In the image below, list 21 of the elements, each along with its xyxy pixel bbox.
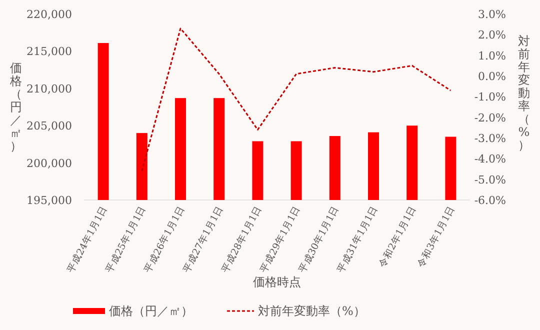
y2-tick-label: 1.0%	[478, 49, 506, 62]
y-tick-label: 220,000	[26, 8, 72, 21]
legend-label: 対前年変動率（%）	[258, 304, 366, 318]
y-tick-label: 205,000	[26, 120, 72, 133]
y-tick-label: 210,000	[26, 82, 72, 96]
y2-tick-label: -5.0%	[474, 173, 506, 186]
y-tick-label: 195,000	[26, 194, 72, 207]
x-axis-title: 価格時点	[253, 275, 301, 289]
y2-tick-label: -6.0%	[474, 194, 506, 207]
y2-tick-label: 3.0%	[478, 8, 506, 21]
y2-tick-label: -1.0%	[474, 90, 506, 104]
y-tick-label: 200,000	[26, 156, 72, 170]
text: 対前年変動率（%）	[518, 34, 530, 152]
y2-tick-label: -4.0%	[474, 152, 506, 166]
y2-tick-label: 2.0%	[478, 28, 506, 42]
legend-label: 価格（円／㎡）	[109, 304, 193, 318]
y2-tick-label: -3.0%	[474, 132, 506, 145]
y2-tick-label: 0.0%	[478, 70, 506, 83]
y2-tick-label: -2.0%	[474, 111, 506, 124]
y-axis-title: 価格（円／㎡）	[9, 61, 22, 153]
y-tick-label: 215,000	[26, 45, 72, 58]
